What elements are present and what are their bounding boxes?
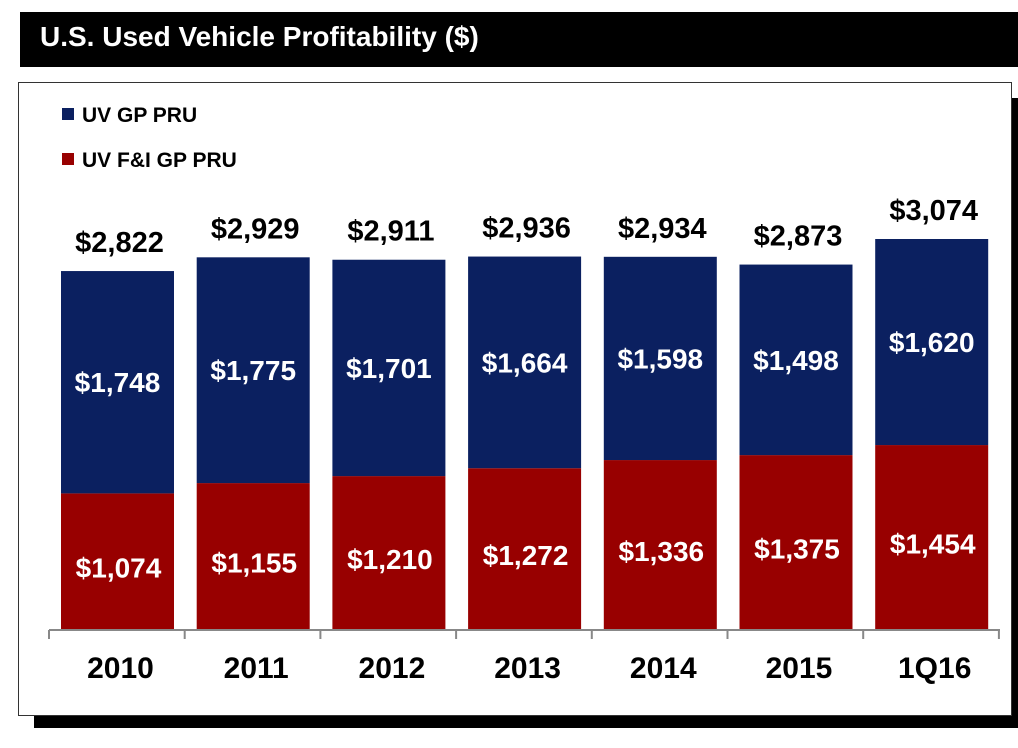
bar-uv-fi-2011 xyxy=(196,483,310,630)
label-uv-gp-1Q16: $1,620 xyxy=(889,327,975,358)
x-tick-2011: 2011 xyxy=(224,652,289,685)
label-uv-fi-2011: $1,155 xyxy=(211,548,297,579)
label-uv-gp-2012: $1,701 xyxy=(346,353,432,384)
total-label-2014: $2,934 xyxy=(618,213,707,245)
legend-label-uv-gp: UV GP PRU xyxy=(82,104,197,127)
bar-uv-gp-2010 xyxy=(61,271,174,494)
label-uv-fi-2013: $1,272 xyxy=(483,540,569,571)
x-tick-2014: 2014 xyxy=(630,652,697,685)
legend-swatch-uv-gp xyxy=(62,108,74,120)
bar-uv-fi-2013 xyxy=(468,468,582,630)
x-tick-2010: 2010 xyxy=(87,652,154,685)
label-uv-fi-1Q16: $1,454 xyxy=(890,529,976,560)
total-label-1Q16: $3,074 xyxy=(889,195,978,227)
bar-uv-fi-2014 xyxy=(603,460,717,630)
total-label-2010: $2,822 xyxy=(75,227,164,259)
bar-uv-gp-2014 xyxy=(603,256,717,461)
x-tick-2013: 2013 xyxy=(494,652,561,685)
label-uv-gp-2010: $1,748 xyxy=(75,367,161,398)
total-label-2012: $2,911 xyxy=(347,216,434,248)
bar-uv-fi-1Q16 xyxy=(875,445,989,630)
bar-uv-gp-2013 xyxy=(468,256,582,469)
legend: UV GP PRU UV F&I GP PRU xyxy=(62,104,237,172)
bar-uv-gp-2011 xyxy=(196,257,310,484)
label-uv-fi-2014: $1,336 xyxy=(618,536,704,567)
label-uv-gp-2011: $1,775 xyxy=(210,355,296,386)
bar-uv-gp-1Q16 xyxy=(875,239,989,446)
title-bar: U.S. Used Vehicle Profitability ($) xyxy=(20,12,1018,67)
bar-uv-gp-2015 xyxy=(739,264,853,456)
bars: $1,074 $1,748 $2,822 $1,155 $1,775 $2,929 $1,2… xyxy=(61,195,989,630)
chart-title: U.S. Used Vehicle Profitability ($) xyxy=(40,21,479,52)
legend-swatch-uv-fi xyxy=(62,153,74,165)
bar-uv-fi-2010 xyxy=(61,493,174,630)
label-uv-gp-2014: $1,598 xyxy=(617,343,703,374)
legend-label-uv-fi: UV F&I GP PRU xyxy=(82,149,237,172)
label-uv-gp-2013: $1,664 xyxy=(482,347,568,378)
total-label-2013: $2,936 xyxy=(482,213,571,245)
total-label-2011: $2,929 xyxy=(211,213,300,245)
bar-uv-fi-2012 xyxy=(332,476,446,630)
x-tick-1Q16: 1Q16 xyxy=(898,652,971,685)
x-axis: 2010 2011 2012 2013 2014 2015 1Q16 xyxy=(48,629,1000,685)
x-tick-2012: 2012 xyxy=(359,652,426,685)
bar-uv-fi-2015 xyxy=(739,455,853,630)
bar-uv-gp-2012 xyxy=(332,259,446,477)
x-tick-2015: 2015 xyxy=(766,652,833,685)
label-uv-gp-2015: $1,498 xyxy=(753,345,839,376)
label-uv-fi-2015: $1,375 xyxy=(754,534,840,565)
label-uv-fi-2012: $1,210 xyxy=(347,544,433,575)
total-label-2015: $2,873 xyxy=(754,221,843,253)
label-uv-fi-2010: $1,074 xyxy=(76,553,162,584)
